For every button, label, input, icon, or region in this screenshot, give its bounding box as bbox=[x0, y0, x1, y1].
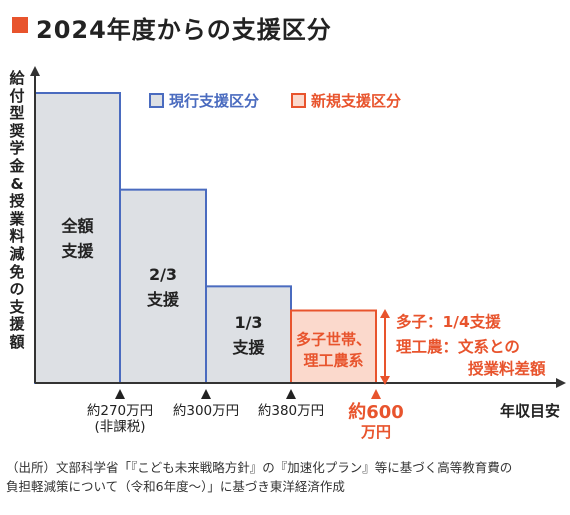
source-line: 負担軽減策について（令和6年度〜）」に基づき東洋経済作成 bbox=[6, 479, 345, 494]
legend-swatch-current bbox=[149, 93, 164, 108]
tick-marker-icon bbox=[371, 389, 381, 399]
bar-label: 支援 bbox=[231, 338, 265, 357]
tick-marker-icon bbox=[286, 389, 296, 399]
bar-3 bbox=[205, 285, 292, 384]
bar-label: 全額 bbox=[60, 217, 93, 236]
tick-label: 約270万円 bbox=[87, 403, 153, 419]
annotation-line: 授業料差額 bbox=[468, 359, 546, 378]
annotation-arrow-down-icon bbox=[380, 376, 390, 385]
legend-label-current: 現行支援区分 bbox=[169, 92, 259, 110]
source-line: （出所）文部科学省「『こども未来戦略方針』の『加速化プラン』等に基づく高等教育費… bbox=[6, 460, 513, 475]
page-title: 2024年度からの支援区分 bbox=[36, 16, 332, 44]
bar-1 bbox=[34, 92, 121, 384]
annotation-arrow-up-icon bbox=[380, 309, 390, 318]
tick-marker-icon bbox=[201, 389, 211, 399]
source-note: （出所）文部科学省「『こども未来戦略方針』の『加速化プラン』等に基づく高等教育費… bbox=[6, 458, 564, 496]
y-axis-label: 給付型奨学金&授業料減免の支援額 bbox=[9, 69, 25, 351]
bar-label: 支援 bbox=[146, 290, 180, 309]
annotation-line: 多子：1/4支援 bbox=[396, 312, 501, 331]
tick-marker-icon bbox=[115, 389, 125, 399]
tick-label: 約300万円 bbox=[173, 403, 239, 419]
bar-label: 2/3 bbox=[149, 265, 177, 284]
bar-label: 1/3 bbox=[234, 313, 262, 332]
bar-4 bbox=[290, 309, 377, 384]
bar-2 bbox=[119, 188, 207, 384]
bar-label: 支援 bbox=[60, 242, 94, 261]
legend-label-new: 新規支援区分 bbox=[311, 92, 401, 110]
bar-label: 理工農系 bbox=[303, 351, 363, 369]
y-axis-arrow-icon bbox=[30, 66, 40, 76]
legend-swatch-new bbox=[291, 93, 306, 108]
bar-label: 多子世帯、 bbox=[296, 330, 371, 348]
tick-label: (非課税) bbox=[94, 419, 145, 435]
tick-label: 約380万円 bbox=[258, 403, 324, 419]
title-marker bbox=[12, 17, 28, 33]
tick-label: 万円 bbox=[360, 423, 391, 441]
x-axis-arrow-icon bbox=[556, 378, 566, 388]
x-axis-label: 年収目安 bbox=[500, 402, 560, 420]
annotation-line: 理工農：文系との bbox=[396, 337, 520, 356]
tick-label: 約600 bbox=[348, 401, 404, 423]
